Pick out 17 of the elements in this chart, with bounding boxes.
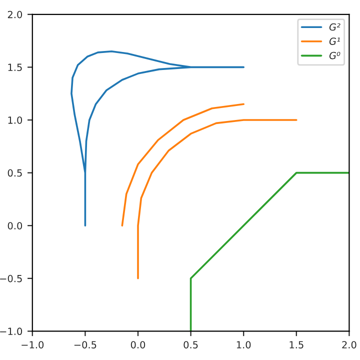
y-tick-label: −1.0 — [0, 328, 22, 336]
legend-label: G¹ — [329, 38, 340, 45]
y-tick-label: −0.5 — [0, 274, 22, 282]
x-tick-label: −0.5 — [74, 341, 96, 348]
x-tick-label: 2.0 — [342, 341, 356, 348]
x-tick-label: 0.5 — [184, 341, 198, 348]
x-tick-label: −1.0 — [22, 341, 44, 348]
legend-label: G⁰ — [329, 52, 340, 60]
x-tick-label: 1.0 — [236, 341, 251, 348]
y-tick-label: 2.0 — [8, 10, 22, 18]
x-tick-label: 1.5 — [290, 341, 304, 348]
y-tick-label: 0.0 — [8, 222, 22, 230]
y-tick-label: 1.5 — [8, 64, 22, 72]
y-tick-label: 0.5 — [8, 169, 22, 177]
legend-label: G² — [329, 23, 340, 31]
y-tick-label: 1.0 — [8, 116, 22, 124]
x-tick-label: 0.0 — [130, 341, 146, 348]
